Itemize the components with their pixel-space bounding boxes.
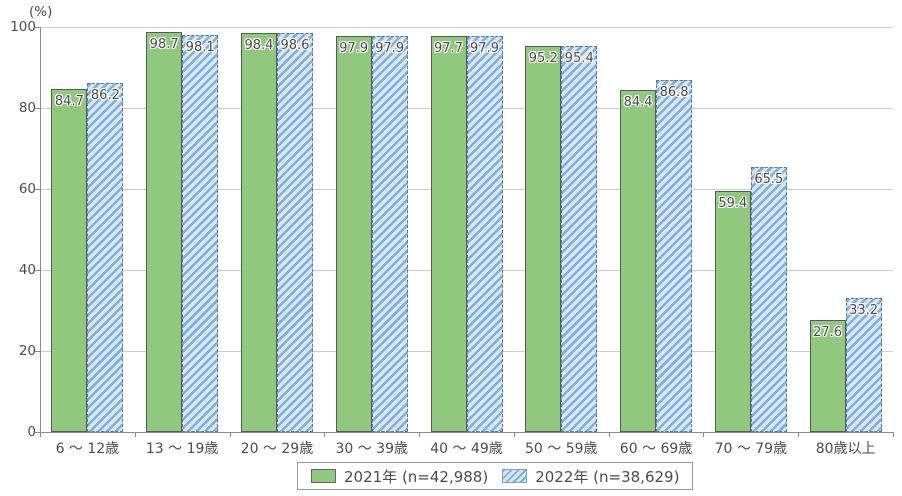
bar-value-label: 97.9 (375, 40, 405, 56)
x-tick (134, 432, 136, 437)
legend-label-2022: 2022年 (n=38,629) (535, 467, 680, 486)
bar-value-label: 95.4 (564, 50, 594, 66)
y-axis-tick-label: 20 (18, 343, 36, 359)
bar-value-label: 98.7 (149, 37, 179, 53)
y-axis-tick-label: 100 (10, 19, 36, 35)
x-axis-label: 6 〜 12歳 (55, 441, 120, 457)
legend-item-2021: 2021年 (n=42,988) (311, 466, 488, 487)
bar (561, 45, 598, 432)
bar-value-label: 95.2 (528, 51, 558, 67)
x-axis-label: 80歳以上 (815, 441, 876, 457)
y-axis-tick-label: 60 (18, 181, 36, 197)
bar-value-label: 97.7 (434, 41, 463, 57)
gridline (40, 27, 893, 28)
x-tick (798, 432, 800, 437)
y-axis-unit-label: (%) (29, 4, 53, 20)
bar (87, 82, 124, 432)
x-tick (229, 432, 231, 437)
legend-item-2022: 2022年 (n=38,629) (502, 466, 679, 487)
bar-value-label: 65.5 (754, 171, 784, 187)
x-tick (703, 432, 705, 437)
x-tick (419, 432, 421, 437)
bar (809, 320, 846, 432)
x-axis-label: 70 〜 79歳 (714, 441, 788, 457)
legend-swatch-2022 (502, 469, 528, 483)
x-tick (893, 432, 894, 437)
bar (750, 166, 787, 432)
bar (620, 90, 657, 432)
y-axis-tick-label: 80 (18, 100, 36, 116)
bar (371, 35, 408, 432)
x-tick (40, 432, 41, 437)
bar-value-label: 98.6 (280, 37, 310, 53)
x-axis (40, 432, 894, 433)
bar (182, 34, 219, 432)
bar (146, 32, 183, 432)
bar (240, 33, 277, 432)
legend: 2021年 (n=42,988) 2022年 (n=38,629) (297, 462, 694, 490)
x-tick (324, 432, 326, 437)
bar (714, 191, 751, 432)
y-tick (35, 189, 40, 190)
bar-value-label: 84.4 (623, 95, 653, 111)
bar-value-label: 98.4 (244, 38, 274, 54)
bar (430, 36, 467, 432)
y-tick (35, 351, 40, 352)
legend-label-2021: 2021年 (n=42,988) (344, 467, 489, 486)
bar (845, 297, 882, 432)
x-axis-label: 20 〜 29歳 (240, 441, 314, 457)
bar-value-label: 59.4 (718, 196, 748, 212)
bar-value-label: 97.9 (339, 40, 369, 56)
bar (276, 32, 313, 432)
bar (466, 35, 503, 432)
bar (656, 80, 693, 432)
legend-swatch-2021 (311, 469, 336, 483)
y-axis-tick-label: 0 (27, 424, 36, 440)
bar-value-label: 98.1 (185, 39, 215, 55)
bar (51, 88, 88, 432)
bar-value-label: 86.2 (90, 87, 120, 103)
x-tick (513, 432, 515, 437)
bar-value-label: 33.2 (849, 302, 879, 318)
y-tick (35, 432, 40, 433)
x-axis-label: 50 〜 59歳 (525, 441, 598, 457)
y-tick (35, 270, 40, 271)
y-axis-tick-label: 40 (18, 262, 36, 278)
y-tick (35, 27, 40, 28)
bar-value-label: 84.7 (54, 93, 84, 109)
x-axis-label: 30 〜 39歳 (335, 441, 408, 457)
bar-value-label: 97.9 (470, 40, 499, 56)
x-axis-label: 13 〜 19歳 (145, 441, 219, 457)
bar-value-label: 27.6 (813, 325, 843, 341)
bar (525, 46, 562, 432)
x-tick (608, 432, 610, 437)
y-axis (40, 27, 41, 433)
bar (335, 35, 372, 432)
x-axis-label: 40 〜 49歳 (430, 441, 503, 457)
x-axis-label: 60 〜 69歳 (619, 441, 693, 457)
bar-value-label: 86.8 (659, 85, 689, 101)
y-tick (35, 108, 40, 109)
